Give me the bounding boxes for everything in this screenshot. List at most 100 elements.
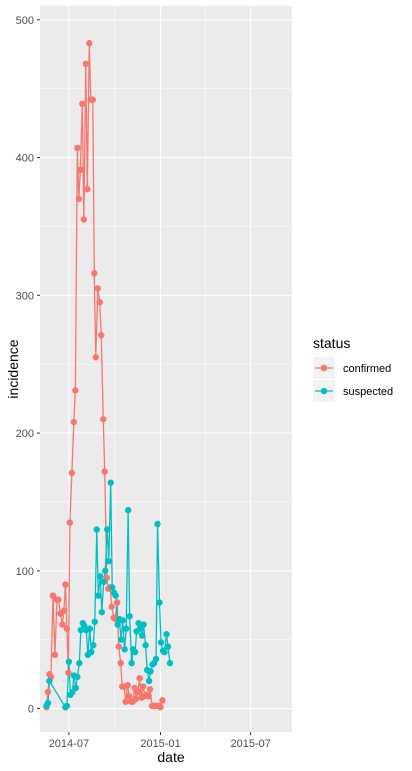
data-point-confirmed	[49, 592, 57, 599]
data-point-suspected	[117, 636, 125, 643]
data-point-suspected	[90, 642, 97, 649]
data-point-confirmed	[124, 681, 131, 689]
data-point-confirmed	[86, 40, 93, 47]
x-axis-title: date	[157, 749, 184, 765]
data-point-confirmed	[51, 651, 59, 659]
data-point-suspected	[152, 655, 160, 663]
y-axis: 0 100 200 300 400 500	[16, 15, 40, 716]
data-point-confirmed	[94, 285, 101, 292]
data-point-confirmed	[157, 704, 164, 711]
legend-label: suspected	[343, 386, 393, 398]
data-point-suspected	[98, 608, 105, 616]
data-point-suspected	[142, 642, 149, 649]
data-point-confirmed	[77, 166, 84, 174]
data-point-confirmed	[63, 625, 71, 632]
data-point-confirmed	[79, 100, 86, 108]
data-point-confirmed	[132, 695, 140, 703]
data-point-confirmed	[146, 686, 154, 693]
legend-key-point	[320, 387, 328, 395]
y-axis-title: incidence	[5, 339, 21, 398]
data-point-suspected	[121, 646, 128, 653]
data-point-suspected	[157, 639, 165, 646]
data-point-suspected	[161, 648, 168, 656]
data-point-suspected	[124, 507, 132, 514]
x-tick-label: 2015-07	[230, 738, 270, 750]
y-tick-label: 0	[28, 704, 34, 716]
data-point-confirmed	[98, 332, 105, 339]
x-axis: 2014-07 2015-01 2015-07	[49, 732, 271, 750]
data-point-confirmed	[100, 416, 107, 423]
data-point-suspected	[86, 625, 94, 632]
data-point-suspected	[95, 592, 102, 599]
data-point-suspected	[112, 592, 119, 599]
series-layer	[43, 40, 174, 711]
data-point-confirmed	[134, 688, 142, 696]
data-point-suspected	[88, 648, 95, 656]
legend-label: confirmed	[343, 363, 391, 375]
data-point-confirmed	[159, 697, 166, 704]
data-point-suspected	[102, 567, 109, 575]
data-point-suspected	[109, 584, 116, 591]
data-point-suspected	[114, 621, 121, 628]
data-point-confirmed	[65, 669, 72, 676]
legend: status confirmed suspected	[313, 335, 393, 402]
legend-key-point	[320, 364, 328, 372]
data-point-suspected	[46, 677, 53, 685]
data-point-suspected	[166, 659, 174, 667]
x-tick-label: 2015-01	[140, 738, 180, 750]
data-point-confirmed	[72, 387, 79, 394]
data-point-confirmed	[60, 607, 68, 614]
y-tick-label: 400	[16, 153, 34, 165]
data-point-suspected	[154, 520, 161, 528]
data-point-confirmed	[66, 519, 74, 526]
minor-gridlines	[40, 6, 292, 732]
data-point-confirmed	[68, 469, 76, 477]
data-point-suspected	[93, 526, 100, 533]
data-point-confirmed	[80, 216, 88, 223]
data-point-confirmed	[91, 270, 98, 277]
data-point-suspected	[147, 668, 154, 675]
data-point-confirmed	[70, 418, 78, 426]
data-point-suspected	[131, 648, 139, 656]
data-point-confirmed	[122, 698, 129, 705]
data-point-suspected	[74, 673, 81, 681]
data-point-confirmed	[44, 688, 52, 696]
data-point-confirmed	[55, 596, 62, 603]
data-point-confirmed	[145, 692, 152, 700]
data-point-suspected	[119, 617, 126, 624]
data-point-confirmed	[125, 692, 133, 700]
data-point-suspected	[135, 619, 142, 627]
data-point-confirmed	[82, 60, 90, 68]
data-point-suspected	[97, 573, 104, 580]
data-point-suspected	[156, 599, 163, 606]
data-point-confirmed	[115, 643, 122, 650]
data-point-suspected	[100, 578, 107, 586]
data-point-suspected	[72, 684, 80, 692]
data-point-suspected	[107, 479, 114, 486]
data-point-confirmed	[84, 186, 91, 193]
data-point-suspected	[164, 643, 172, 650]
data-point-suspected	[91, 618, 98, 625]
data-point-confirmed	[117, 659, 124, 667]
data-point-suspected	[140, 621, 147, 628]
data-point-confirmed	[92, 354, 99, 361]
data-point-suspected	[104, 526, 111, 533]
data-point-confirmed	[113, 599, 121, 606]
data-point-suspected	[65, 658, 73, 665]
plot-panel	[40, 6, 292, 732]
data-point-suspected	[44, 699, 52, 707]
data-point-suspected	[163, 630, 170, 638]
data-point-confirmed	[74, 144, 81, 152]
y-tick-label: 500	[16, 15, 34, 27]
data-point-confirmed	[62, 581, 69, 588]
data-point-confirmed	[136, 675, 143, 682]
data-point-suspected	[128, 659, 135, 667]
data-point-confirmed	[59, 621, 66, 628]
legend-title: status	[313, 335, 350, 351]
data-point-suspected	[138, 632, 146, 639]
y-tick-label: 300	[16, 290, 34, 302]
data-point-suspected	[105, 557, 112, 565]
data-point-confirmed	[101, 468, 108, 475]
x-tick-label: 2014-07	[49, 738, 89, 750]
